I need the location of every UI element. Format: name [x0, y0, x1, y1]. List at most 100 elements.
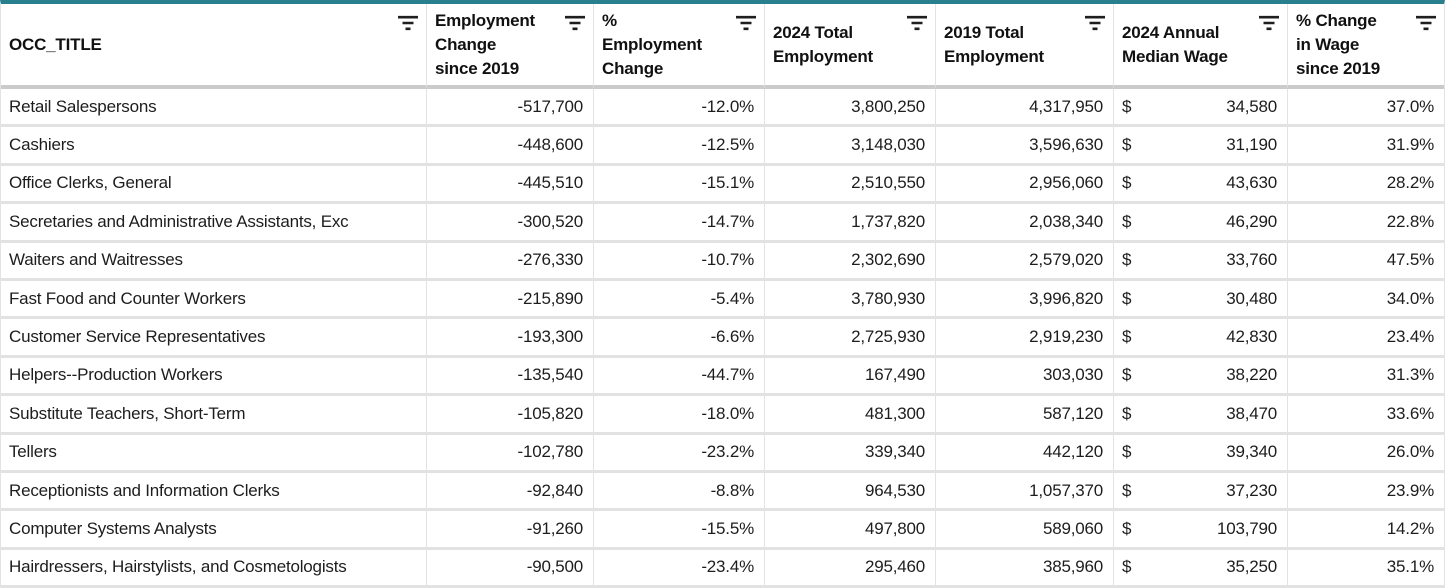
cell-median-wage-2024: $ 34,580	[1114, 89, 1288, 128]
cell-pct-wage-change: 26.0%	[1288, 434, 1444, 473]
filter-icon[interactable]	[397, 15, 419, 31]
cell-total-employment-2024: 497,800	[765, 511, 936, 550]
cell-pct-wage-change: 31.3%	[1288, 357, 1444, 397]
cell-total-employment-2024: 3,780,930	[765, 280, 936, 320]
cell-pct-wage-change: 28.2%	[1288, 165, 1444, 205]
cell-pct-employment-change: -23.4%	[594, 549, 765, 588]
wage-value: 31,190	[1226, 135, 1277, 155]
cell-median-wage-2024: $ 31,190	[1114, 127, 1288, 166]
cell-occ-title: Substitute Teachers, Short-Term	[1, 396, 427, 435]
cell-pct-employment-change: -12.0%	[594, 89, 765, 128]
cell-employment-change: -135,540	[427, 357, 594, 397]
column-header-label: 2024 Annual Median Wage	[1122, 22, 1228, 66]
filter-icon[interactable]	[735, 15, 757, 31]
filter-icon[interactable]	[1258, 15, 1280, 31]
column-header-occ-title[interactable]: OCC_TITLE	[1, 4, 427, 89]
wage-value: 38,470	[1226, 403, 1277, 423]
cell-pct-employment-change: -18.0%	[594, 396, 765, 435]
cell-total-employment-2024: 2,725,930	[765, 319, 936, 358]
cell-total-employment-2024: 167,490	[765, 357, 936, 397]
cell-occ-title: Computer Systems Analysts	[1, 511, 427, 550]
wage-value: 43,630	[1226, 173, 1277, 193]
filter-icon[interactable]	[1415, 15, 1437, 31]
column-header-pct-employment-change[interactable]: % Employment Change	[594, 4, 765, 89]
cell-pct-employment-change: -12.5%	[594, 127, 765, 166]
table-row: Secretaries and Administrative Assistant…	[1, 204, 1444, 243]
column-header-employment-change[interactable]: Employment Change since 2019	[427, 4, 594, 89]
cell-total-employment-2019: 589,060	[936, 511, 1114, 550]
table-row: Customer Service Representatives -193,30…	[1, 319, 1444, 358]
cell-employment-change: -102,780	[427, 434, 594, 473]
column-header-label: 2019 Total Employment	[944, 22, 1045, 66]
header-row: OCC_TITLE Employment Change since 2019 %…	[1, 4, 1444, 89]
cell-occ-title: Customer Service Representatives	[1, 319, 427, 358]
table-row: Helpers--Production Workers -135,540 -44…	[1, 357, 1444, 397]
cell-occ-title: Tellers	[1, 434, 427, 473]
cell-median-wage-2024: $ 103,790	[1114, 511, 1288, 550]
cell-employment-change: -193,300	[427, 319, 594, 358]
cell-pct-employment-change: -5.4%	[594, 280, 765, 320]
cell-pct-wage-change: 23.9%	[1288, 472, 1444, 512]
table-row: Tellers -102,780 -23.2% 339,340 442,120 …	[1, 434, 1444, 473]
cell-pct-wage-change: 31.9%	[1288, 127, 1444, 166]
cell-total-employment-2019: 3,996,820	[936, 280, 1114, 320]
column-header-pct-wage-change[interactable]: % Change in Wage since 2019	[1288, 4, 1444, 89]
cell-employment-change: -445,510	[427, 165, 594, 205]
table-header: OCC_TITLE Employment Change since 2019 %…	[1, 4, 1444, 89]
cell-employment-change: -92,840	[427, 472, 594, 512]
cell-employment-change: -105,820	[427, 396, 594, 435]
table-row: Fast Food and Counter Workers -215,890 -…	[1, 280, 1444, 320]
column-header-label: % Change in Wage since 2019	[1296, 10, 1381, 78]
wage-value: 46,290	[1226, 211, 1277, 231]
cell-total-employment-2019: 3,596,630	[936, 127, 1114, 166]
table-row: Substitute Teachers, Short-Term -105,820…	[1, 396, 1444, 435]
cell-total-employment-2019: 1,057,370	[936, 472, 1114, 512]
table-body: Retail Salespersons -517,700 -12.0% 3,80…	[1, 89, 1444, 588]
currency-symbol: $	[1122, 442, 1132, 462]
cell-median-wage-2024: $ 35,250	[1114, 549, 1288, 588]
column-header-total-employment-2024[interactable]: 2024 Total Employment	[765, 4, 936, 89]
currency-symbol: $	[1122, 480, 1132, 500]
column-header-label: 2024 Total Employment	[773, 22, 874, 66]
cell-occ-title: Fast Food and Counter Workers	[1, 280, 427, 320]
cell-total-employment-2024: 3,148,030	[765, 127, 936, 166]
cell-occ-title: Hairdressers, Hairstylists, and Cosmetol…	[1, 549, 427, 588]
cell-pct-employment-change: -23.2%	[594, 434, 765, 473]
cell-pct-wage-change: 37.0%	[1288, 89, 1444, 128]
cell-pct-employment-change: -15.5%	[594, 511, 765, 550]
cell-pct-employment-change: -14.7%	[594, 204, 765, 243]
wage-value: 39,340	[1226, 442, 1277, 462]
cell-pct-wage-change: 23.4%	[1288, 319, 1444, 358]
cell-total-employment-2024: 3,800,250	[765, 89, 936, 128]
currency-symbol: $	[1122, 250, 1132, 270]
filter-icon[interactable]	[906, 15, 928, 31]
wage-value: 37,230	[1226, 480, 1277, 500]
cell-median-wage-2024: $ 46,290	[1114, 204, 1288, 243]
column-header-median-wage-2024[interactable]: 2024 Annual Median Wage	[1114, 4, 1288, 89]
filter-icon[interactable]	[564, 15, 586, 31]
currency-symbol: $	[1122, 211, 1132, 231]
cell-pct-wage-change: 35.1%	[1288, 549, 1444, 588]
table-row: Waiters and Waitresses -276,330 -10.7% 2…	[1, 242, 1444, 281]
currency-symbol: $	[1122, 288, 1132, 308]
wage-value: 33,760	[1226, 250, 1277, 270]
cell-occ-title: Secretaries and Administrative Assistant…	[1, 204, 427, 243]
currency-symbol: $	[1122, 96, 1132, 116]
cell-pct-employment-change: -10.7%	[594, 242, 765, 281]
cell-total-employment-2024: 295,460	[765, 549, 936, 588]
cell-total-employment-2019: 2,038,340	[936, 204, 1114, 243]
cell-total-employment-2019: 2,919,230	[936, 319, 1114, 358]
cell-occ-title: Receptionists and Information Clerks	[1, 472, 427, 512]
column-header-total-employment-2019[interactable]: 2019 Total Employment	[936, 4, 1114, 89]
cell-median-wage-2024: $ 38,470	[1114, 396, 1288, 435]
filter-icon[interactable]	[1084, 15, 1106, 31]
cell-pct-employment-change: -15.1%	[594, 165, 765, 205]
currency-symbol: $	[1122, 403, 1132, 423]
currency-symbol: $	[1122, 173, 1132, 193]
cell-total-employment-2019: 2,956,060	[936, 165, 1114, 205]
wage-value: 34,580	[1226, 96, 1277, 116]
column-header-label: % Employment Change	[602, 10, 703, 78]
currency-symbol: $	[1122, 365, 1132, 385]
cell-employment-change: -90,500	[427, 549, 594, 588]
